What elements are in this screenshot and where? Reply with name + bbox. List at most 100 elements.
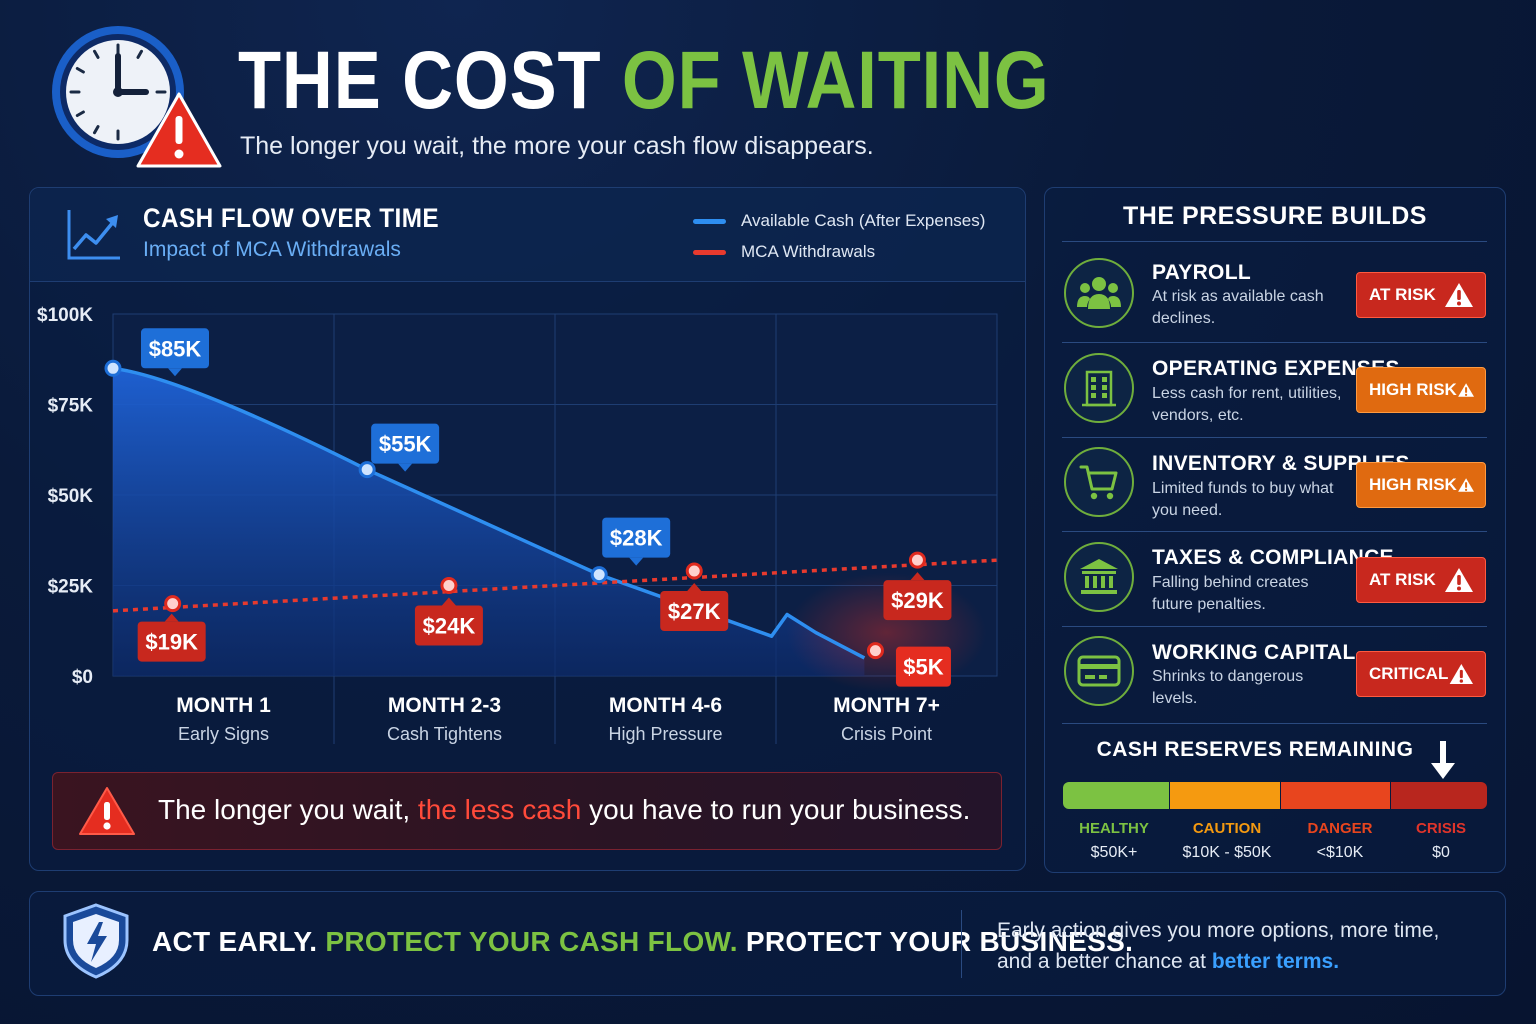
data-label: $85K [149, 336, 202, 361]
data-label: $27K [668, 599, 721, 624]
data-label: $29K [891, 588, 944, 613]
legend-label-available-cash: Available Cash (After Expenses) [741, 211, 986, 230]
warning-icon [1445, 568, 1473, 592]
x-category-sublabel: Early Signs [178, 724, 269, 744]
legend-swatch-available-cash [693, 219, 726, 224]
footer-banner [29, 891, 1506, 996]
divider [1062, 723, 1487, 724]
building-icon [1064, 353, 1134, 423]
label-mca: $19K [137, 613, 206, 662]
y-tick-label: $75K [48, 396, 94, 417]
data-label-box [895, 646, 951, 687]
data-label: $19K [145, 630, 198, 655]
warning-icon [1457, 383, 1474, 397]
label-mca: $5K [895, 646, 951, 687]
data-label: $55K [379, 432, 432, 457]
data-point-mca [685, 562, 703, 580]
y-tick-label: $0 [72, 667, 93, 688]
label-available-cash: $55K [371, 423, 440, 472]
data-label-box [141, 328, 209, 369]
x-category-label: MONTH 7+ [833, 694, 940, 717]
warning-icon [78, 786, 136, 841]
shield-icon [61, 902, 131, 985]
data-point-mca [440, 577, 458, 594]
divider [1062, 437, 1487, 438]
available-cash-area [113, 368, 865, 676]
divider [1062, 342, 1487, 343]
footer-note: Early action gives you more options, mor… [997, 919, 1440, 973]
divider [1062, 531, 1487, 532]
label-mca: $24K [414, 597, 483, 646]
chart-subtitle: Impact of MCA Withdrawals [143, 238, 401, 261]
bank-icon [1064, 542, 1134, 612]
reserve-level-value: $0 [1432, 844, 1450, 861]
chart-title: CASH FLOW OVER TIME [143, 203, 440, 233]
cash-flow-chart: $0 $25K $50K $75K $100K MONTH 1 Early Signs MO… [37, 305, 998, 744]
data-point-mca [164, 595, 182, 613]
pressure-item-title: PAYROLL [1152, 261, 1251, 284]
x-category-label: MONTH 1 [176, 694, 271, 717]
cart-icon [1064, 447, 1134, 517]
page-subtitle: The longer you wait, the more your cash … [240, 132, 874, 160]
trend-up-icon [66, 207, 122, 266]
card-icon [1064, 636, 1134, 706]
label-available-cash: $85K [141, 328, 209, 377]
warning-icon [1457, 478, 1474, 492]
reserve-level-value: <$10K [1316, 844, 1364, 861]
data-point-available-cash [590, 566, 608, 584]
pressure-item-title: WORKING CAPITAL [1152, 641, 1356, 664]
y-tick-label: $100K [37, 305, 93, 326]
series-line-mca-withdrawals [112, 558, 998, 613]
people-icon [1064, 258, 1134, 328]
data-point-mca [908, 551, 926, 569]
data-point-available-cash [104, 359, 122, 377]
legend-label-mca-withdrawals: MCA Withdrawals [741, 242, 876, 261]
data-label-pointer [629, 557, 644, 566]
pressure-item-desc: Falling behind creates future penalties. [1152, 574, 1309, 613]
data-point-available-cash [358, 461, 376, 479]
data-label-box [371, 423, 440, 464]
data-label: $5K [903, 655, 943, 680]
pressure-title: THE PRESSURE BUILDS [1123, 202, 1427, 230]
reserve-segment-danger [1281, 782, 1390, 809]
reserve-segment-crisis [1391, 782, 1487, 809]
pressure-item-desc: At risk as available cash declines. [1152, 288, 1324, 327]
reserve-level-label: DANGER [1307, 820, 1373, 837]
x-category-sublabel: Cash Tightens [387, 724, 502, 744]
data-label-box [137, 621, 206, 662]
alert-message: The longer you wait, the less cash you h… [158, 794, 971, 825]
risk-badge: CRITICAL [1356, 651, 1486, 697]
x-category-sublabel: High Pressure [608, 724, 722, 744]
divider [1062, 626, 1487, 627]
clock-warning-icon [50, 26, 222, 168]
alert-banner [52, 772, 1002, 850]
y-tick-label: $50K [48, 486, 94, 507]
data-label-pointer [687, 583, 702, 592]
reserve-level-value: $50K+ [1090, 844, 1138, 861]
risk-badge: HIGH RISK [1356, 462, 1486, 508]
data-label-pointer [168, 368, 182, 377]
y-tick-label: $25K [48, 577, 94, 598]
reserves-title: CASH RESERVES REMAINING [1096, 738, 1414, 761]
data-label-pointer [164, 613, 179, 622]
x-category-sublabel: Crisis Point [841, 724, 932, 744]
warning-icon [1445, 283, 1473, 307]
risk-badge: AT RISK [1356, 557, 1486, 603]
risk-badge: AT RISK [1356, 272, 1486, 318]
reserve-level-label: CAUTION [1192, 820, 1262, 837]
data-label-box [602, 517, 671, 558]
legend-swatch-mca-withdrawals [693, 250, 726, 255]
footer-divider [961, 910, 962, 978]
pressure-item-title: OPERATING EXPENSES [1152, 357, 1400, 380]
pressure-item-title: INVENTORY & SUPPLIES [1152, 452, 1410, 475]
page-title: THE COST OF WAITING [238, 35, 1050, 126]
data-label-pointer [441, 597, 456, 606]
pressure-item-desc: Limited funds to buy what you need. [1152, 480, 1334, 519]
x-category-label: MONTH 4-6 [609, 694, 722, 717]
pressure-item-desc: Shrinks to dangerous levels. [1152, 668, 1304, 707]
reserve-level-value: $10K - $50K [1182, 844, 1272, 861]
label-mca: $29K [883, 572, 952, 621]
data-label-box [660, 591, 729, 632]
data-label-box [883, 580, 952, 621]
reserve-level-label: HEALTHY [1079, 820, 1149, 837]
